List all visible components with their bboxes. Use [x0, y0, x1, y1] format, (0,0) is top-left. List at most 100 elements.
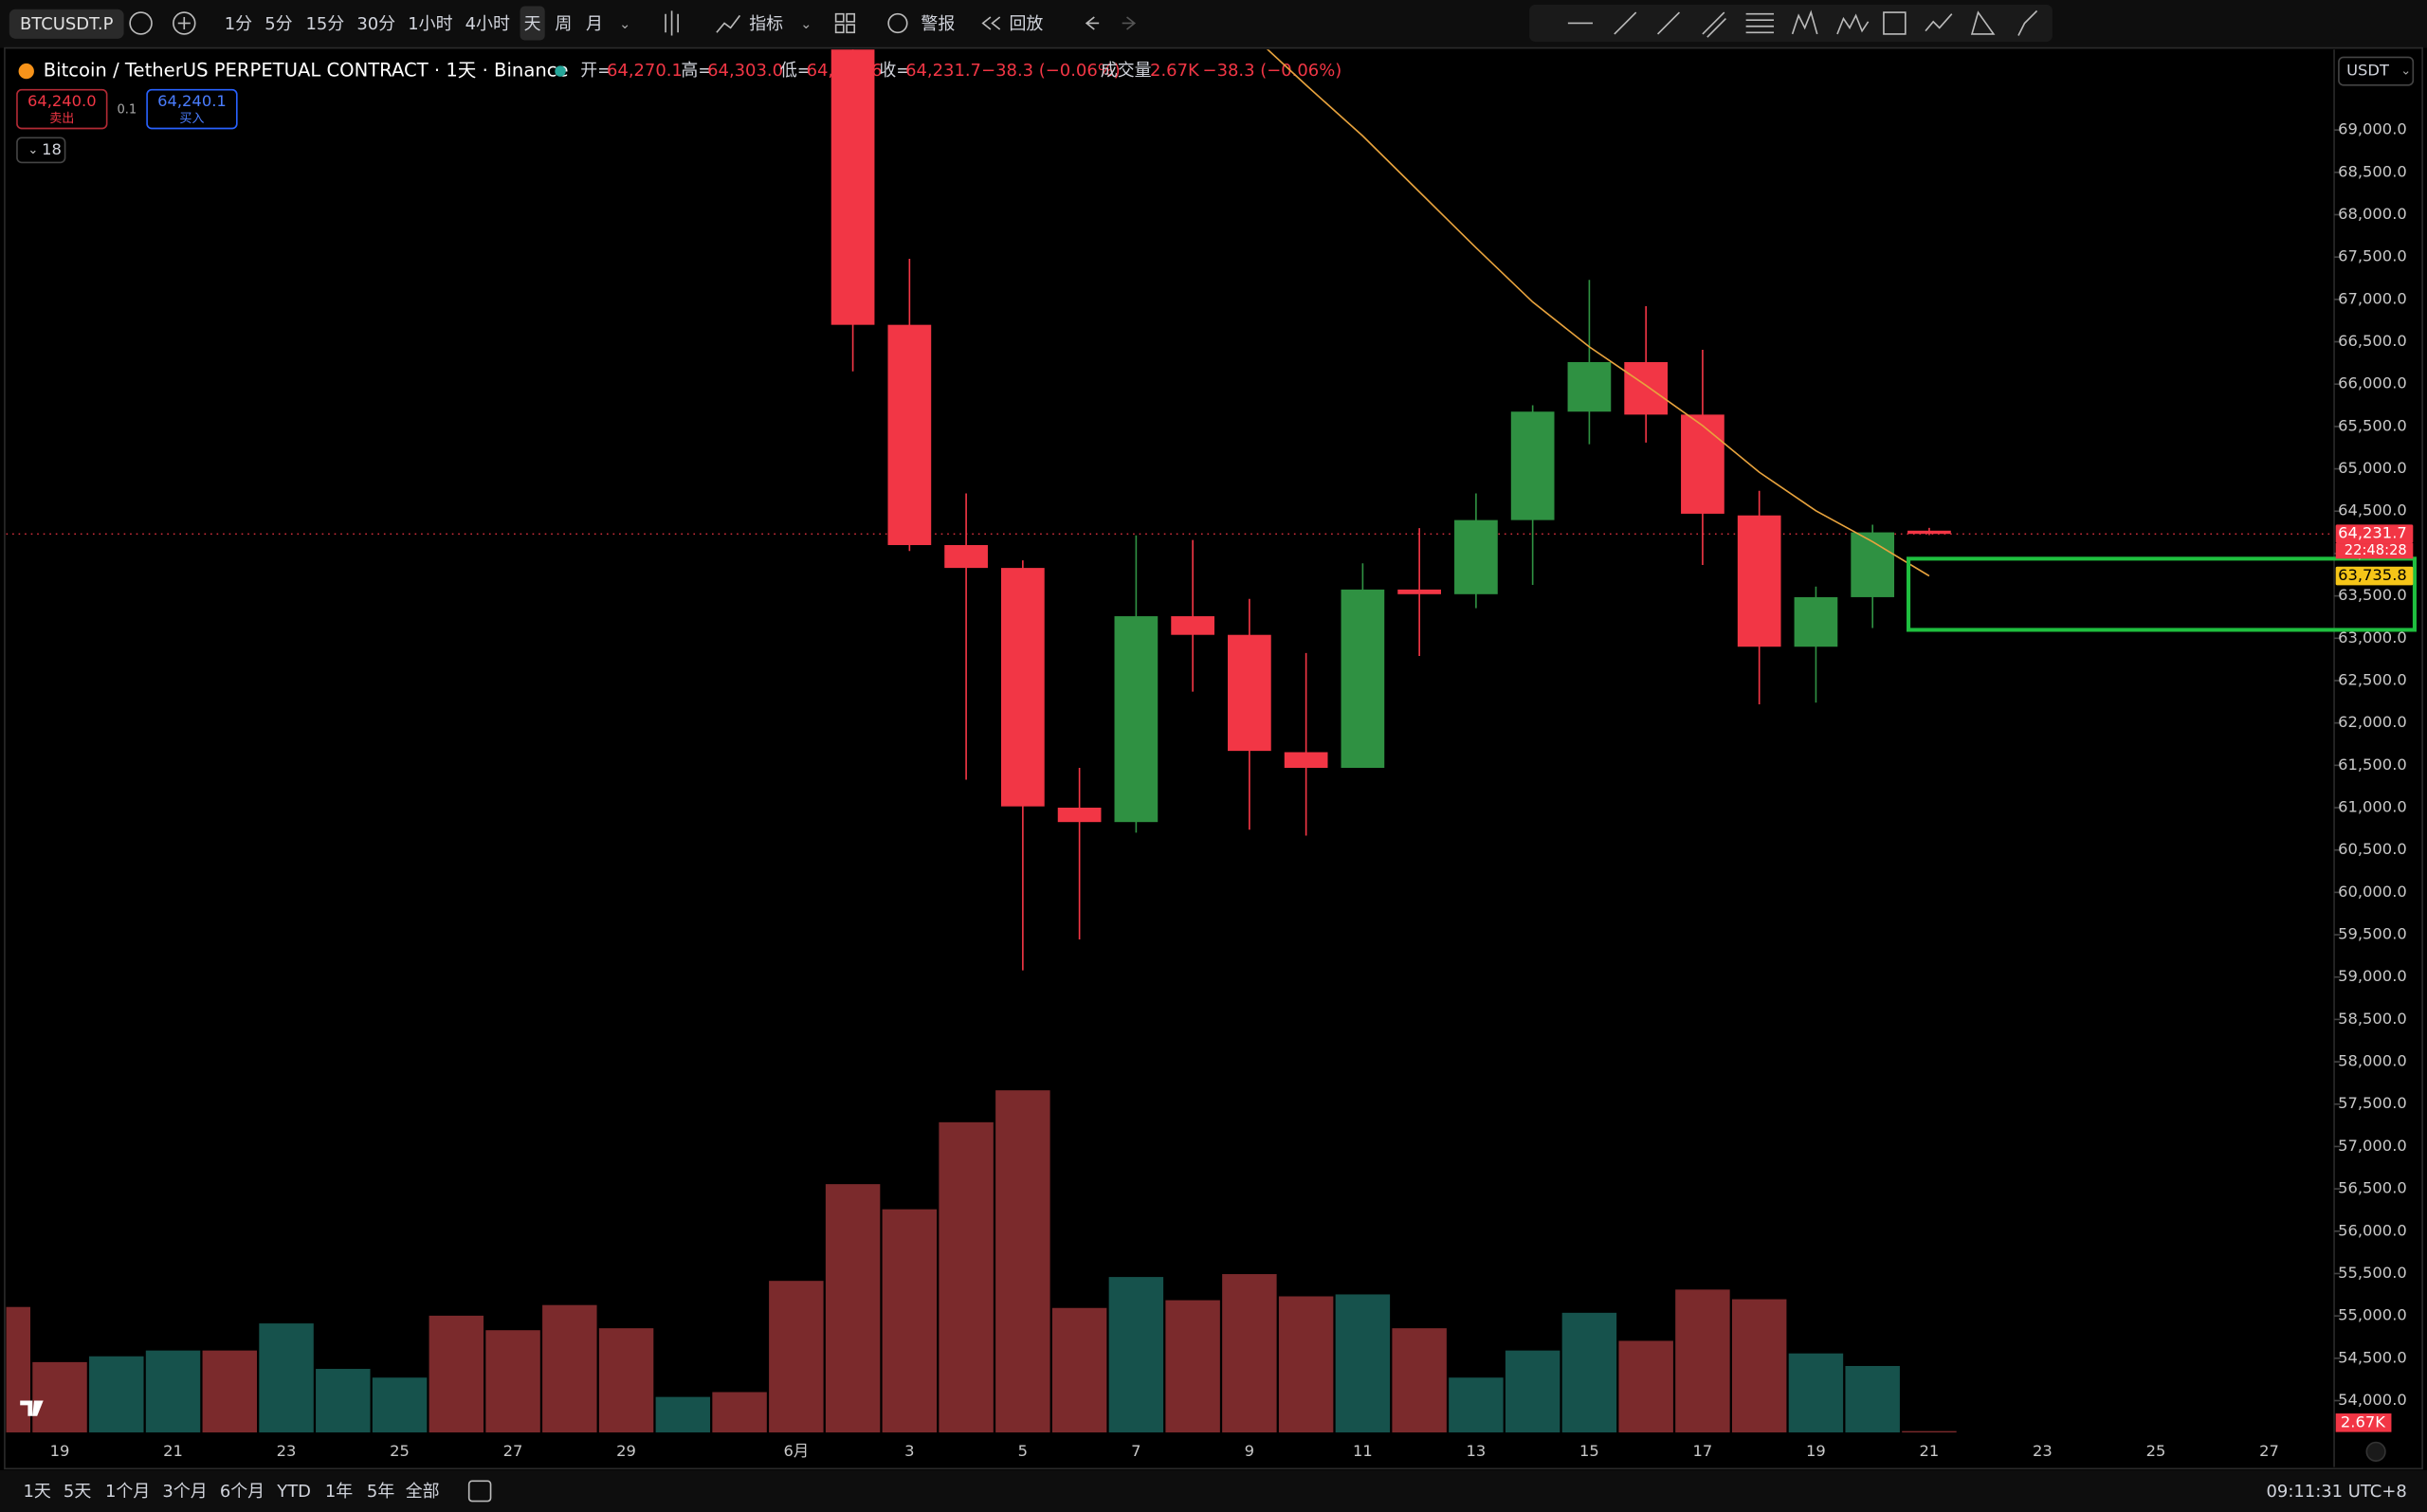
buy-price[interactable]: 64,240.1: [157, 92, 227, 110]
tool-pattern[interactable]: [1791, 9, 1818, 35]
volume-bar: [1447, 1375, 1505, 1434]
replay-button[interactable]: 回放: [1009, 14, 1043, 34]
candle-body: [1510, 411, 1555, 520]
range-button[interactable]: 1天: [23, 1482, 50, 1502]
legend-value: 64,231.7: [905, 61, 981, 81]
x-tick-label: 19: [50, 1442, 70, 1460]
tool-rectangle[interactable]: [1883, 11, 1907, 35]
interval-button[interactable]: 天: [524, 14, 541, 34]
date-range-icon[interactable]: [467, 1480, 492, 1503]
candle-body: [1057, 808, 1102, 823]
add-symbol[interactable]: [173, 11, 196, 35]
range-button[interactable]: 1个月: [105, 1482, 150, 1502]
range-button[interactable]: 6个月: [220, 1482, 265, 1502]
candle-body: [1341, 589, 1385, 769]
tool-ray[interactable]: [1614, 11, 1637, 35]
volume-bar: [1277, 1295, 1335, 1434]
legend-key: 开=: [580, 61, 611, 81]
y-tick-label: 61,500.0: [2338, 756, 2407, 774]
tradingview-logo[interactable]: [20, 1400, 44, 1416]
x-tick-label: 25: [2146, 1442, 2166, 1460]
layout-icon[interactable]: [846, 24, 856, 34]
interval-button[interactable]: 30分: [356, 14, 395, 34]
indicators-count[interactable]: 18: [42, 140, 62, 158]
legend-key: 高=: [681, 61, 712, 81]
candle-body: [1624, 361, 1669, 415]
alert-button[interactable]: 警报: [921, 14, 955, 34]
interval-button[interactable]: 5分: [265, 14, 292, 34]
currency-box[interactable]: [2338, 56, 2415, 86]
layout-icon[interactable]: [834, 12, 845, 23]
range-button[interactable]: 全部: [406, 1482, 440, 1502]
x-tick-label: 27: [2259, 1442, 2279, 1460]
volume-bar: [1504, 1349, 1561, 1434]
y-tick-label: 68,500.0: [2338, 162, 2407, 180]
symbol[interactable]: BTCUSDT.P: [20, 14, 114, 34]
range-button[interactable]: 1年: [325, 1482, 353, 1502]
y-tick-label: 56,000.0: [2338, 1221, 2407, 1239]
candle-body: [1397, 589, 1441, 594]
layout-icon[interactable]: [846, 12, 856, 23]
range-button[interactable]: 5年: [367, 1482, 394, 1502]
indicators-icon[interactable]: [716, 14, 741, 33]
layout-icon[interactable]: [834, 24, 845, 34]
interval-active-bg: [520, 6, 545, 41]
indicators-dropdown[interactable]: ⌄: [800, 16, 812, 32]
replay-icon[interactable]: [981, 16, 1001, 30]
legend-key: 收=: [879, 61, 910, 81]
volume-bar: [767, 1279, 825, 1434]
tool-trend-line[interactable]: [1656, 11, 1681, 35]
chart-legend-title: Bitcoin / TetherUS PERPETUAL CONTRACT · …: [44, 60, 569, 82]
range-button[interactable]: 5天: [64, 1482, 91, 1502]
undo[interactable]: [1085, 16, 1100, 30]
buy-button[interactable]: [146, 88, 238, 130]
range-button[interactable]: 3个月: [162, 1482, 207, 1502]
symbol-box[interactable]: [9, 9, 124, 39]
volume-bar: [428, 1314, 485, 1434]
tool-fib[interactable]: [1745, 12, 1775, 34]
range-button[interactable]: YTD: [276, 1482, 311, 1502]
indicators-toggle[interactable]: [16, 137, 66, 164]
redo[interactable]: [1122, 16, 1137, 30]
tool-path[interactable]: [1925, 13, 1953, 32]
candle-body: [1454, 519, 1498, 594]
y-tick-label: 63,000.0: [2338, 628, 2407, 647]
tool-brush[interactable]: [2017, 9, 2038, 36]
y-tick-label: 69,000.0: [2338, 120, 2407, 138]
volume-bar: [314, 1367, 372, 1434]
indicators-button[interactable]: 指标: [749, 14, 783, 34]
x-tick-label: 21: [163, 1442, 183, 1460]
tool-channel[interactable]: [1702, 11, 1726, 38]
drawn-rectangle[interactable]: [1907, 556, 2417, 632]
y-tick-label: 56,500.0: [2338, 1179, 2407, 1197]
interval-button[interactable]: 15分: [305, 14, 344, 34]
volume-bar: [1787, 1352, 1845, 1434]
candle-body: [1284, 752, 1328, 769]
buy-label[interactable]: 买入: [179, 112, 204, 126]
x-tick-label: 29: [616, 1442, 636, 1460]
y-tick-label: 61,000.0: [2338, 798, 2407, 816]
indicators-toggle-icon[interactable]: ⌄: [27, 143, 38, 157]
tool-triangle[interactable]: [1970, 10, 1996, 35]
auto-scale[interactable]: [2365, 1441, 2386, 1462]
currency[interactable]: USDT: [2346, 62, 2390, 80]
drawing-toolbar: [1529, 4, 2053, 43]
interval-button[interactable]: 4小时: [465, 14, 510, 34]
x-tick-label: 7: [1131, 1442, 1141, 1460]
symbol-icon[interactable]: [129, 11, 153, 35]
sell-label[interactable]: 卖出: [49, 112, 74, 126]
interval-dropdown[interactable]: ⌄: [619, 16, 630, 32]
interval-button[interactable]: 1小时: [408, 14, 452, 34]
sell-price[interactable]: 64,240.0: [27, 92, 97, 110]
chart-type-icon[interactable]: [665, 10, 679, 36]
interval-button[interactable]: 1分: [225, 14, 252, 34]
interval-button[interactable]: 周: [555, 14, 572, 34]
currency-dropdown[interactable]: ⌄: [2400, 64, 2411, 79]
tool-elliott[interactable]: [1836, 13, 1870, 35]
interval-button[interactable]: 月: [586, 14, 603, 34]
plot-area: [6, 49, 2335, 1434]
x-tick-label: 3: [904, 1442, 914, 1460]
sell-button[interactable]: [16, 88, 108, 130]
alert-icon[interactable]: [887, 12, 908, 34]
